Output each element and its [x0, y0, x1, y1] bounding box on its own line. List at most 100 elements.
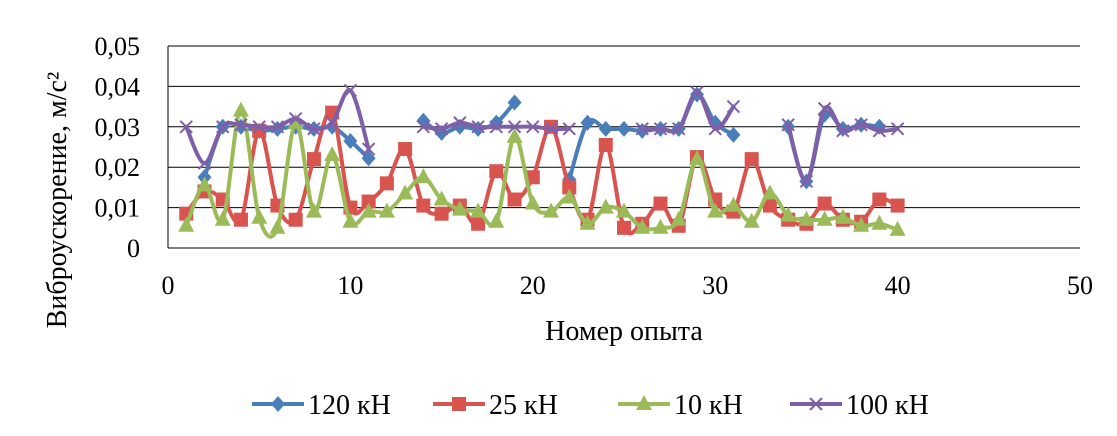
data-point — [817, 196, 832, 211]
y-axis-title: Виброускорение, м/с² — [42, 72, 73, 329]
data-point — [598, 120, 613, 137]
data-point — [690, 85, 704, 100]
data-point — [288, 112, 303, 126]
data-point — [214, 210, 231, 226]
data-point — [196, 176, 213, 192]
data-point — [361, 150, 376, 167]
data-point — [670, 210, 687, 226]
data-point — [836, 124, 850, 138]
data-point — [343, 83, 358, 98]
data-point — [306, 152, 321, 167]
data-point — [379, 176, 394, 191]
data-point — [252, 120, 266, 134]
data-point — [635, 122, 649, 136]
data-point — [471, 216, 486, 231]
data-point — [561, 188, 578, 204]
data-point — [652, 218, 669, 234]
data-point — [653, 122, 668, 136]
data-point — [725, 196, 742, 212]
axes — [167, 46, 1080, 249]
data-point — [471, 120, 486, 137]
data-point — [617, 120, 631, 137]
data-point — [416, 120, 431, 134]
data-point — [434, 206, 449, 221]
data-point — [526, 120, 540, 134]
y-tick-label: 0 — [127, 234, 140, 263]
data-point — [580, 114, 595, 131]
legend-label: 10 кН — [674, 390, 743, 421]
data-point — [799, 174, 814, 189]
data-point — [597, 198, 614, 214]
data-point — [288, 212, 303, 227]
data-point — [834, 208, 851, 224]
data-point — [360, 202, 377, 218]
legend-entry: 25 кН — [433, 390, 558, 421]
data-point — [489, 120, 504, 134]
data-point — [325, 116, 339, 130]
series-2 — [178, 101, 906, 239]
data-point — [562, 122, 576, 136]
data-point — [416, 112, 431, 129]
data-point — [889, 220, 906, 236]
data-point — [434, 122, 449, 136]
data-point — [872, 124, 887, 138]
data-point — [872, 192, 887, 207]
series-line — [786, 105, 900, 184]
data-point — [179, 120, 193, 134]
x-tick-label: 30 — [702, 271, 728, 300]
x-tick-label: 50 — [1067, 271, 1093, 300]
data-point — [361, 142, 376, 156]
data-point — [488, 212, 505, 228]
x-tick-label: 10 — [337, 271, 363, 300]
data-point — [816, 210, 833, 226]
x-tick-label: 0 — [162, 271, 175, 300]
data-point — [653, 196, 668, 211]
data-point — [433, 190, 450, 206]
series-layer — [178, 83, 906, 239]
legend-marker — [636, 395, 652, 410]
data-point — [343, 132, 358, 149]
legend-marker — [809, 397, 823, 411]
data-point — [453, 116, 467, 130]
legend-entry: 100 кН — [790, 390, 929, 421]
x-tick-label: 20 — [520, 271, 546, 300]
data-point — [234, 118, 248, 132]
legend-label: 120 кН — [308, 390, 391, 421]
data-point — [598, 137, 613, 152]
data-point — [233, 212, 248, 227]
data-point — [451, 200, 468, 216]
data-point — [470, 202, 487, 218]
data-point — [688, 150, 705, 166]
data-point — [287, 113, 304, 129]
data-point — [506, 127, 523, 143]
data-point — [617, 220, 631, 235]
data-point — [307, 122, 321, 136]
data-point — [507, 120, 522, 134]
data-point — [562, 180, 577, 195]
x-tick-labels: 0 10 20 30 40 50 — [162, 271, 1094, 300]
data-point — [544, 122, 558, 136]
data-point — [817, 101, 832, 116]
data-point — [232, 101, 249, 117]
data-point — [798, 210, 815, 226]
legend-label: 100 кН — [846, 390, 929, 421]
data-point — [397, 184, 414, 200]
data-point — [781, 118, 795, 132]
legend-entry: 120 кН — [252, 390, 391, 421]
data-point — [251, 208, 268, 224]
data-point — [616, 202, 632, 218]
data-point — [543, 202, 560, 218]
data-point — [524, 194, 541, 210]
x-tick-label: 40 — [885, 271, 911, 300]
data-point — [708, 122, 722, 136]
data-point — [507, 94, 522, 111]
data-point — [890, 198, 905, 213]
y-tick-label: 0,02 — [95, 153, 141, 182]
series-3 — [179, 83, 905, 189]
series-line — [640, 90, 736, 134]
y-tick-labels: 0 0,01 0,02 0,03 0,04 0,05 — [95, 32, 141, 263]
data-point — [672, 122, 686, 136]
data-point — [361, 194, 376, 209]
data-point — [178, 216, 195, 232]
legend-entry: 10 кН — [618, 390, 743, 421]
